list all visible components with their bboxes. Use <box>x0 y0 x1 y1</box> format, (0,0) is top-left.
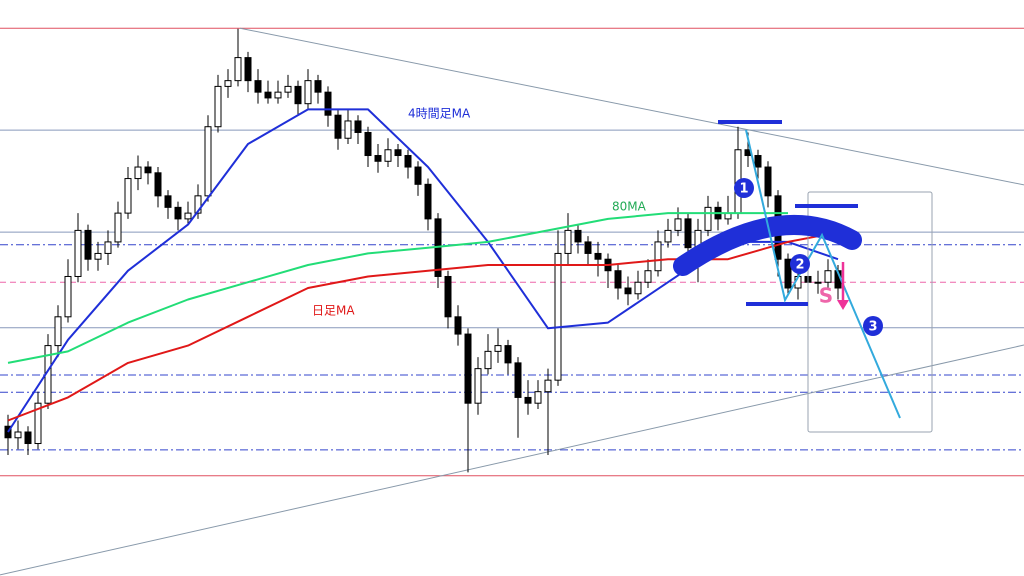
step-badge <box>863 316 883 336</box>
candle-body <box>624 287 632 295</box>
candle-body <box>114 212 122 243</box>
candle-body <box>614 270 622 289</box>
candle-body <box>564 229 572 254</box>
candle-body <box>164 195 172 208</box>
candle-body <box>814 281 822 284</box>
candle-body <box>594 252 602 260</box>
candle-body <box>274 91 282 99</box>
candle-body <box>464 333 472 404</box>
candle-body <box>634 281 642 295</box>
candle-body <box>454 316 462 335</box>
step-label: 1 <box>739 182 748 197</box>
candle-body <box>304 80 312 105</box>
trend-line <box>0 344 1024 576</box>
series-label: 4時間足MA <box>408 107 471 121</box>
candle-body <box>504 345 512 364</box>
candle-body <box>534 391 542 404</box>
candle-body <box>524 396 532 404</box>
candle-body <box>644 270 652 283</box>
candle-body <box>94 252 102 260</box>
candle-body <box>174 206 182 220</box>
candle-body <box>314 80 322 93</box>
candle-body <box>584 241 592 254</box>
candle-body <box>514 362 522 398</box>
series-label: 80MA <box>612 200 647 214</box>
candle-body <box>764 166 772 197</box>
candle-body <box>544 379 552 393</box>
scenario-box <box>807 191 933 433</box>
sell-arrow-head <box>837 300 849 310</box>
candle-body <box>124 178 132 214</box>
candle-body <box>214 85 222 128</box>
candle-body <box>294 85 302 105</box>
candle-body <box>104 241 112 254</box>
candle-body <box>374 155 382 162</box>
candle-body <box>144 166 152 174</box>
candle-body <box>84 229 92 260</box>
candle-body <box>134 166 142 180</box>
candle-body <box>684 218 692 249</box>
candle-body <box>344 120 352 139</box>
resistance-arch <box>673 214 862 276</box>
candle-body <box>184 212 192 220</box>
moving-average <box>7 212 788 364</box>
candle-body <box>244 57 252 82</box>
series-label: 日足MA <box>312 304 355 318</box>
candle-body <box>444 275 452 318</box>
candle-body <box>234 57 242 82</box>
candle-body <box>424 183 432 220</box>
candle-body <box>74 229 82 277</box>
candle-body <box>264 91 272 99</box>
step-label: 2 <box>795 258 804 273</box>
candle-body <box>254 80 262 93</box>
candle-body <box>24 431 32 445</box>
candle-body <box>64 275 72 318</box>
candle-body <box>284 85 292 93</box>
candle-body <box>324 91 332 116</box>
candle-body <box>674 218 682 231</box>
candle-body <box>664 229 672 243</box>
candle-body <box>204 126 212 197</box>
candle-body <box>754 155 762 168</box>
candle-body <box>654 241 662 272</box>
candle-body <box>554 252 562 381</box>
candle-body <box>404 155 412 168</box>
candle-body <box>224 80 232 87</box>
candle-body <box>824 270 832 283</box>
candle-body <box>494 345 502 352</box>
candle-body <box>194 195 202 214</box>
candle-body <box>334 114 342 139</box>
candle-body <box>574 229 582 243</box>
candle-body <box>394 149 402 157</box>
candle-body <box>784 258 792 289</box>
step-label: 3 <box>868 320 877 335</box>
candle-body <box>14 431 22 439</box>
candle-body <box>154 172 162 197</box>
candle-body <box>474 368 482 404</box>
step-badge <box>790 254 810 274</box>
signal-label: S <box>819 284 833 308</box>
candle-body <box>414 166 422 185</box>
candle-body <box>364 131 372 157</box>
candle-body <box>704 206 712 231</box>
candle-body <box>384 149 392 162</box>
candle-body <box>34 402 42 445</box>
step-badge <box>734 178 754 198</box>
candle-body <box>54 316 62 347</box>
candle-body <box>354 120 362 133</box>
candle-body <box>484 350 492 370</box>
trend-line <box>239 27 1024 186</box>
